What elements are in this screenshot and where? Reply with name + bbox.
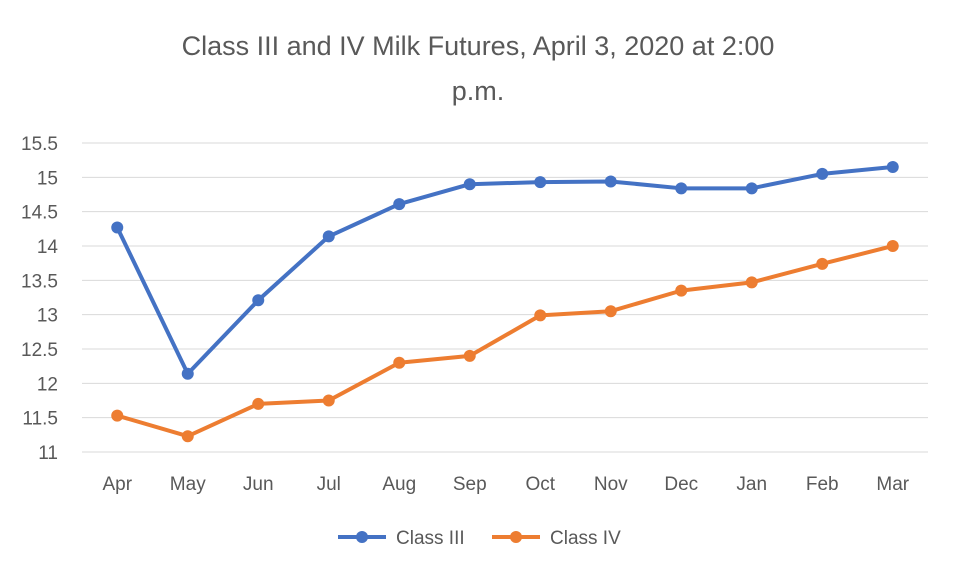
y-tick-label: 11 [38, 443, 58, 464]
data-point-class-iii-feb [816, 167, 829, 180]
data-point-class-iii-jun [252, 294, 265, 307]
x-tick-label-mar: Mar [876, 474, 909, 495]
data-point-class-iv-apr [111, 409, 124, 422]
data-point-class-iii-aug [393, 198, 406, 211]
data-point-class-iv-sep [463, 349, 476, 362]
y-tick-label: 12.5 [21, 340, 58, 361]
y-axis-tick-labels: 11 11.5 12 12.5 13 13.5 14 14.5 15 15.5 [21, 134, 58, 464]
data-point-class-iii-apr [111, 221, 124, 234]
y-tick-label: 13.5 [21, 271, 58, 292]
y-tick-label: 11.5 [22, 409, 58, 430]
data-point-class-iii-sep [463, 178, 476, 191]
data-point-class-iv-may [181, 430, 194, 443]
x-tick-label-sep: Sep [453, 474, 487, 495]
data-point-class-iii-oct [534, 176, 547, 189]
legend-class-iii-label: Class III [396, 528, 465, 549]
x-tick-label-nov: Nov [594, 474, 628, 495]
data-point-class-iv-jun [252, 397, 265, 410]
data-point-class-iv-jan [745, 276, 758, 289]
y-tick-label: 15 [37, 168, 58, 189]
x-tick-label-may: May [170, 474, 206, 495]
y-tick-label: 14 [37, 237, 59, 258]
data-point-class-iii-mar [886, 161, 899, 174]
data-point-class-iii-nov [604, 175, 617, 188]
series-line-class-iii [115, 165, 895, 376]
x-tick-label-aug: Aug [382, 474, 416, 495]
data-point-class-iv-jul [322, 394, 335, 407]
data-point-class-iii-dec [675, 182, 688, 195]
x-tick-label-feb: Feb [806, 474, 839, 495]
data-point-class-iv-oct [534, 309, 547, 322]
x-tick-label-jul: Jul [317, 474, 341, 495]
x-tick-label-dec: Dec [664, 474, 698, 495]
series-lines [111, 161, 899, 443]
y-tick-label: 12 [37, 374, 58, 395]
legend: Class III Class IV [338, 528, 621, 549]
legend-class-iv-label: Class IV [550, 528, 621, 549]
gridlines [82, 142, 928, 453]
data-point-class-iv-aug [393, 356, 406, 369]
legend-class-iii-marker [356, 531, 368, 543]
y-tick-label: 14.5 [21, 203, 58, 224]
x-tick-label-apr: Apr [102, 474, 132, 495]
y-tick-label: 13 [37, 306, 58, 327]
chart-title-line-2: p.m. [452, 76, 505, 106]
chart-title-line-1: Class III and IV Milk Futures, April 3, … [182, 31, 775, 61]
data-point-class-iv-feb [816, 257, 829, 270]
data-point-class-iii-jul [322, 230, 335, 243]
x-tick-label-oct: Oct [525, 474, 555, 495]
y-tick-label: 15.5 [21, 134, 58, 155]
data-point-class-iii-jan [745, 182, 758, 195]
x-tick-label-jun: Jun [243, 474, 274, 495]
legend-class-iv-marker [510, 531, 522, 543]
x-axis-tick-labels: Apr May Jun Jul Aug Sep Oct Nov Dec Jan Feb Mar [102, 474, 909, 495]
data-point-class-iii-may [181, 367, 194, 380]
data-point-class-iv-dec [675, 284, 688, 297]
x-tick-label-jan: Jan [736, 474, 767, 495]
series-line-class-iv [115, 244, 895, 439]
data-point-class-iv-nov [604, 305, 617, 318]
data-point-class-iv-mar [886, 240, 899, 252]
